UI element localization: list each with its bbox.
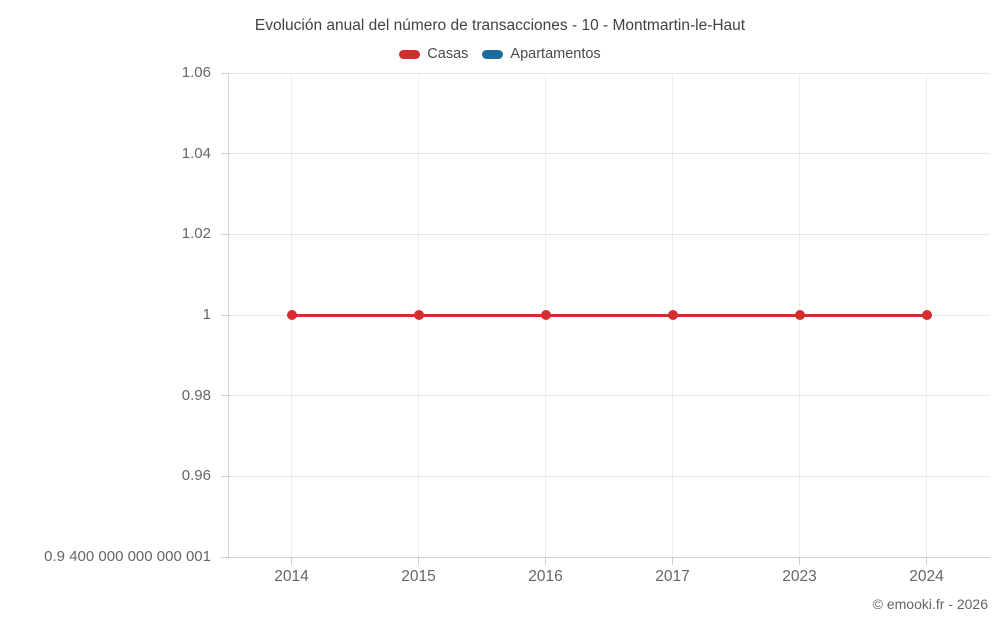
x-axis-label: 2016 (528, 568, 563, 585)
data-point-marker (921, 310, 932, 320)
y-gridline (228, 72, 990, 74)
y-gridline (228, 153, 990, 155)
y-axis-tick (221, 233, 228, 235)
x-axis-tick (291, 557, 292, 565)
legend: Casas Apartamentos (0, 46, 1000, 62)
y-axis-label: 0.9 400 000 000 000 001 (44, 548, 211, 565)
copyright: © emooki.fr - 2026 (872, 596, 988, 612)
legend-swatch-casas-icon (399, 49, 421, 59)
y-axis-tick (221, 475, 228, 477)
x-axis-tick (418, 557, 419, 565)
x-axis-line (228, 556, 990, 558)
data-point-marker (667, 310, 678, 320)
legend-label-apartamentos: Apartamentos (510, 46, 601, 62)
y-axis-tick (221, 72, 228, 74)
y-gridline (228, 233, 990, 235)
data-point-marker (413, 310, 424, 320)
y-axis-label: 1.04 (181, 144, 211, 162)
x-axis-tick (672, 557, 673, 565)
x-axis-tick (926, 557, 927, 565)
x-axis-tick (799, 557, 800, 565)
legend-item-casas[interactable]: Casas (399, 46, 468, 62)
x-axis-label: 2024 (909, 568, 944, 585)
y-axis-line (228, 73, 229, 557)
y-axis-label: 1.06 (181, 64, 211, 81)
data-point-marker (794, 310, 805, 320)
y-axis-label: 0.98 (181, 386, 211, 404)
legend-swatch-apartamentos-icon (482, 49, 504, 59)
data-point-marker (540, 310, 551, 320)
y-axis-label: 0.96 (181, 467, 211, 485)
chart-title: Evolución anual del número de transaccio… (254, 17, 746, 34)
x-axis-label: 2014 (274, 568, 309, 585)
y-axis-tick (221, 395, 228, 397)
y-axis-tick (221, 556, 228, 558)
x-axis-label: 2015 (401, 568, 436, 585)
y-gridline (228, 395, 990, 397)
x-axis-label: 2023 (782, 568, 817, 585)
y-gridline (228, 475, 990, 477)
series-line-casas (291, 313, 927, 317)
y-axis-label: 1.02 (181, 225, 211, 243)
x-axis-label: 2017 (655, 568, 690, 585)
y-axis-tick (221, 153, 228, 155)
legend-label-casas: Casas (427, 46, 469, 62)
legend-item-apartamentos[interactable]: Apartamentos (482, 46, 601, 62)
y-axis-tick (221, 314, 228, 316)
y-axis-label: 1 (202, 306, 211, 323)
data-point-marker (286, 310, 297, 320)
x-axis-tick (545, 557, 546, 565)
